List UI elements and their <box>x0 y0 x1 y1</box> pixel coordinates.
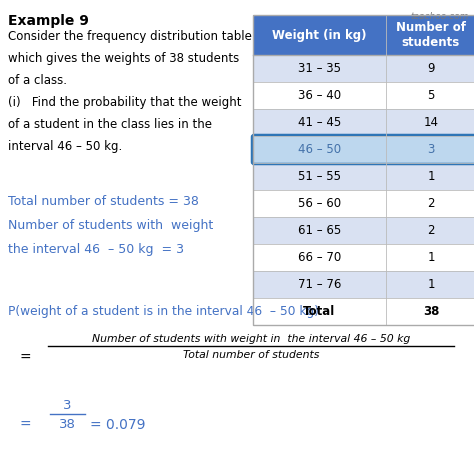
Text: interval 46 – 50 kg.: interval 46 – 50 kg. <box>8 140 122 153</box>
Bar <box>253 163 474 190</box>
Text: 14: 14 <box>423 116 438 129</box>
Text: of a student in the class lies in the: of a student in the class lies in the <box>8 118 212 131</box>
Bar <box>253 15 474 55</box>
Text: 31 – 35: 31 – 35 <box>298 62 341 75</box>
Text: 36 – 40: 36 – 40 <box>298 89 341 102</box>
Bar <box>253 136 474 163</box>
Text: Number of students with  weight: Number of students with weight <box>8 219 213 232</box>
Text: = 0.079: = 0.079 <box>90 418 146 432</box>
Text: Number of students with weight in  the interval 46 – 50 kg: Number of students with weight in the in… <box>92 334 410 344</box>
Text: 46 – 50: 46 – 50 <box>298 143 341 156</box>
Text: 56 – 60: 56 – 60 <box>298 197 341 210</box>
Bar <box>253 55 474 82</box>
Text: =: = <box>20 351 32 365</box>
Text: 1: 1 <box>427 251 435 264</box>
Bar <box>253 190 474 217</box>
Text: Total number of students: Total number of students <box>183 350 319 360</box>
Text: the interval 46  – 50 kg  = 3: the interval 46 – 50 kg = 3 <box>8 243 184 256</box>
Text: 2: 2 <box>427 224 435 237</box>
Text: 71 – 76: 71 – 76 <box>298 278 341 291</box>
Text: 1: 1 <box>427 170 435 183</box>
Text: 66 – 70: 66 – 70 <box>298 251 341 264</box>
Text: 41 – 45: 41 – 45 <box>298 116 341 129</box>
Bar <box>253 217 474 244</box>
Text: P(weight of a student is in the interval 46  – 50 kg): P(weight of a student is in the interval… <box>8 305 319 318</box>
Text: Example 9: Example 9 <box>8 14 89 28</box>
Text: teachoo.com: teachoo.com <box>410 12 469 21</box>
Bar <box>253 109 474 136</box>
Text: 2: 2 <box>427 197 435 210</box>
Text: 3: 3 <box>63 399 72 412</box>
Text: 61 – 65: 61 – 65 <box>298 224 341 237</box>
Text: =: = <box>20 418 32 432</box>
Text: Consider the frequency distribution table: Consider the frequency distribution tabl… <box>8 30 252 43</box>
Text: 38: 38 <box>423 305 439 318</box>
Text: 38: 38 <box>59 418 76 431</box>
Text: Number of
students: Number of students <box>396 21 466 49</box>
Text: (i)   Find the probability that the weight: (i) Find the probability that the weight <box>8 96 241 109</box>
Bar <box>253 298 474 325</box>
Bar <box>253 82 474 109</box>
Text: which gives the weights of 38 students: which gives the weights of 38 students <box>8 52 239 65</box>
Bar <box>253 15 474 325</box>
Bar <box>253 271 474 298</box>
Bar <box>253 244 474 271</box>
Text: 5: 5 <box>428 89 435 102</box>
Text: Total number of students = 38: Total number of students = 38 <box>8 195 199 208</box>
Text: 9: 9 <box>427 62 435 75</box>
Text: 3: 3 <box>428 143 435 156</box>
Text: of a class.: of a class. <box>8 74 67 87</box>
Text: Weight (in kg): Weight (in kg) <box>272 28 367 42</box>
Text: 1: 1 <box>427 278 435 291</box>
Text: 51 – 55: 51 – 55 <box>298 170 341 183</box>
Text: Total: Total <box>303 305 336 318</box>
